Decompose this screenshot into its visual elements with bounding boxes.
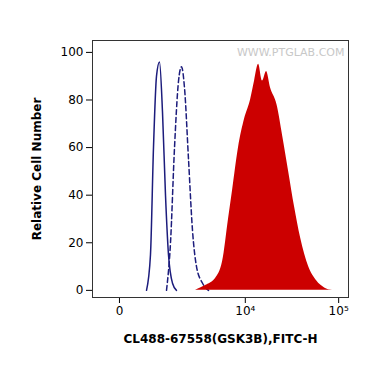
svg-text:60: 60	[68, 140, 83, 154]
svg-text:10⁴: 10⁴	[235, 304, 255, 318]
svg-text:40: 40	[68, 188, 83, 202]
svg-text:80: 80	[68, 93, 83, 107]
svg-text:10⁵: 10⁵	[329, 304, 349, 318]
svg-text:20: 20	[68, 236, 83, 250]
svg-text:CL488-67558(GSK3B),FITC-H: CL488-67558(GSK3B),FITC-H	[124, 332, 318, 346]
svg-text:0: 0	[76, 283, 84, 297]
svg-text:100: 100	[61, 45, 84, 59]
svg-text:Relative Cell Number: Relative Cell Number	[30, 98, 44, 241]
svg-text:0: 0	[116, 304, 124, 318]
svg-text:WWW.PTGLAB.COM: WWW.PTGLAB.COM	[237, 46, 345, 59]
